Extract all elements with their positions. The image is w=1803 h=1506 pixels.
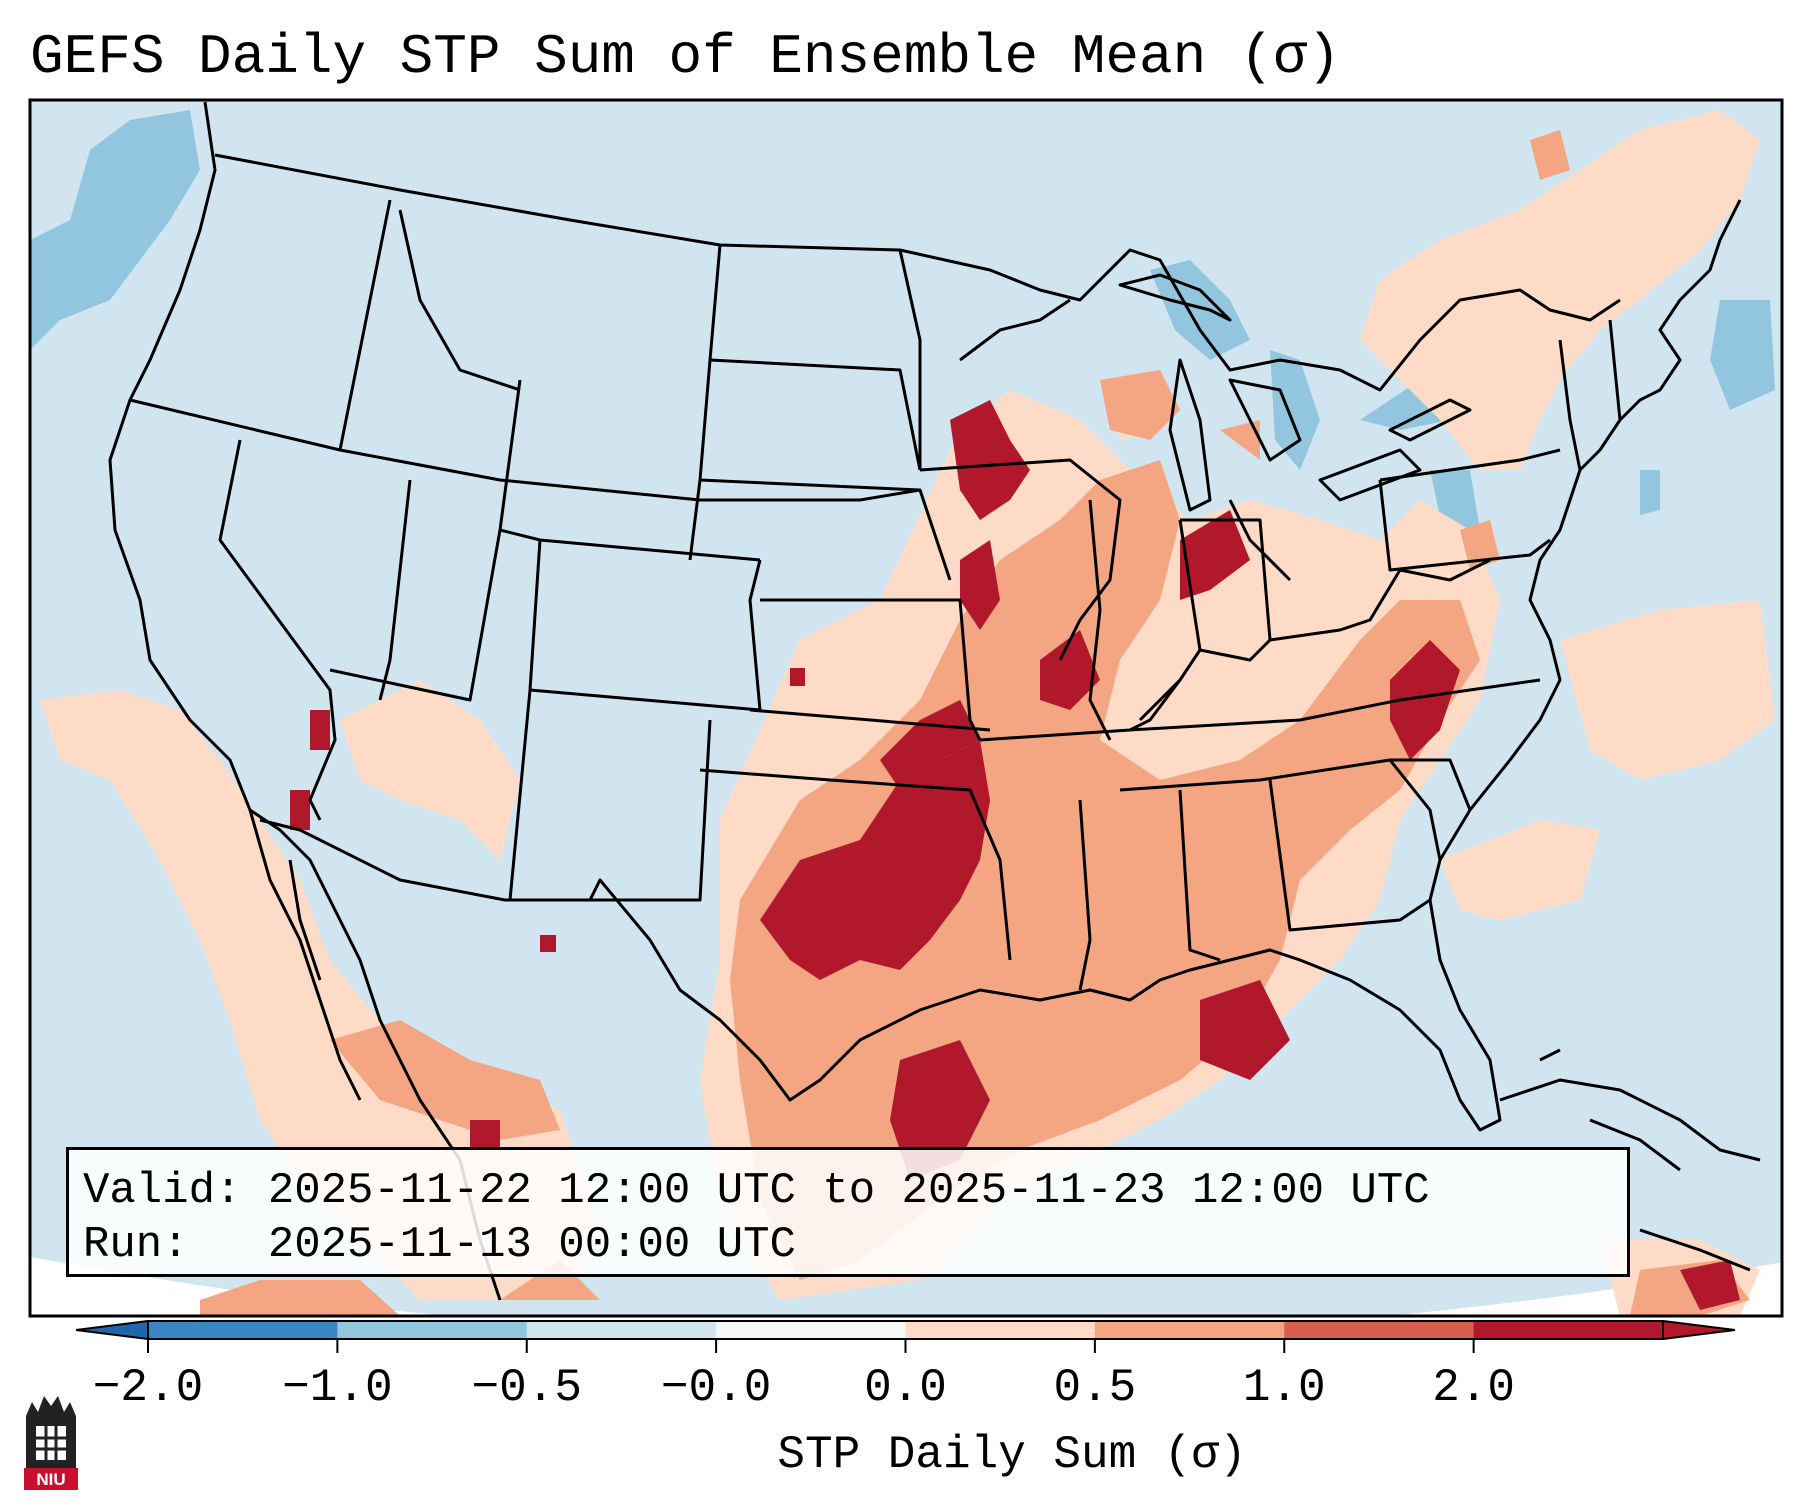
colorbar-label: STP Daily Sum (σ) (777, 1429, 1247, 1481)
colorbar-segment (148, 1321, 338, 1339)
logo-text: NIU (36, 1470, 65, 1489)
page-title: GEFS Daily STP Sum of Ensemble Mean (σ) (30, 25, 1341, 89)
colorbar-tick-label: −1.0 (282, 1362, 393, 1414)
map-border (28, 98, 1784, 1318)
colorbar-segment (716, 1321, 906, 1339)
colorbar-tick-label: −0.5 (471, 1362, 582, 1414)
valid-time-range: 2025-11-22 12:00 UTC to 2025-11-23 12:00… (267, 1166, 1430, 1216)
colorbar (75, 1319, 1736, 1353)
strong-positive-anomaly-field (290, 400, 1740, 1310)
colorbar-segment (1473, 1321, 1664, 1339)
colorbar-segment (1284, 1321, 1475, 1339)
colorbar-segment (337, 1321, 528, 1339)
colorbar-tick-label: 0.0 (864, 1362, 947, 1414)
valid-run-info-box: Valid: 2025-11-22 12:00 UTC to 2025-11-2… (66, 1147, 1630, 1277)
colorbar-tick-label: 2.0 (1432, 1362, 1516, 1414)
run-time: 2025-11-13 00:00 UTC (267, 1220, 796, 1270)
colorbar-tick-label: −0.0 (660, 1362, 772, 1414)
colorbar-over-extension (1662, 1319, 1736, 1341)
colorbar-segment (526, 1321, 717, 1339)
valid-label: Valid: (83, 1166, 242, 1216)
run-label: Run: (83, 1220, 189, 1270)
colorbar-segment (1094, 1321, 1285, 1339)
colorbar-tick-label: 0.5 (1053, 1362, 1137, 1414)
state-and-country-boundaries (108, 101, 1761, 1301)
colorbar-tick-label: 1.0 (1242, 1362, 1326, 1414)
colorbar-segment (905, 1321, 1096, 1339)
colorbar-under-extension (75, 1319, 149, 1341)
niu-castle-logo-icon: NIU (20, 1392, 82, 1497)
colorbar-tick-label: −2.0 (92, 1362, 204, 1414)
